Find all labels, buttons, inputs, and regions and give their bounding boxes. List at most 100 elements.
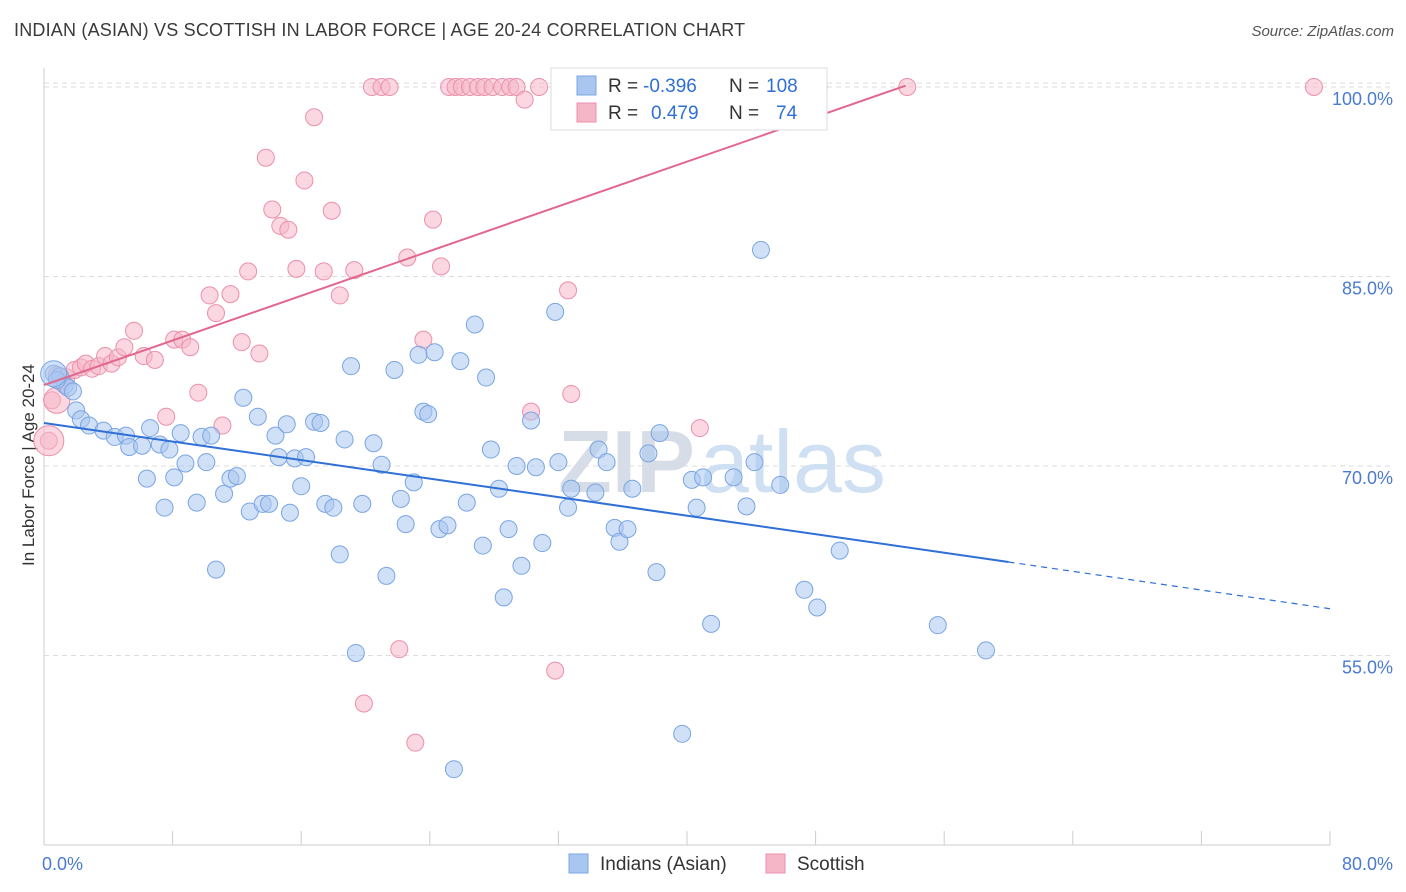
legend-bottom-swatch-scottish <box>765 853 786 874</box>
indians-asian-point-44 <box>330 545 349 564</box>
x-tick-label-min: 0.0% <box>42 854 83 874</box>
y-tick-label-2: 85.0% <box>1342 278 1393 298</box>
scottish-point-23 <box>207 304 226 323</box>
indians-asian-point-79 <box>559 498 578 517</box>
indians-asian-point-51 <box>377 566 396 585</box>
indians-asian-trend-extension <box>1008 561 1331 610</box>
scottish-point-33 <box>287 259 306 278</box>
indians-asian-point-20 <box>187 493 206 512</box>
watermark-zip: ZIP <box>558 412 695 511</box>
indians-asian-point-43 <box>324 498 343 517</box>
indians-asian-point-96 <box>724 468 743 487</box>
indians-asian-point-50 <box>372 455 391 474</box>
indians-asian-point-82 <box>589 440 608 459</box>
indians-asian-point-53 <box>391 489 410 508</box>
legend-swatch-pink <box>576 102 597 123</box>
grid-lines <box>44 82 1393 656</box>
indians-asian-point-68 <box>481 440 500 459</box>
indians-asian-point-102 <box>808 598 827 617</box>
scottish-point-43 <box>380 77 399 96</box>
scottish-point-28 <box>250 344 269 363</box>
indians-asian-point-105 <box>976 641 995 660</box>
indians-asian-point-73 <box>512 556 531 575</box>
scottish-point-20 <box>181 338 200 357</box>
legend-bottom: Indians (Asian) Scottish <box>568 853 865 875</box>
indians-asian-point-104 <box>928 616 947 635</box>
indians-asian-point-38 <box>292 477 311 496</box>
indians-asian-point-52 <box>385 360 404 379</box>
scottish-point-72 <box>898 77 917 96</box>
indians-asian-point-58 <box>419 405 438 424</box>
indians-asian-trend-line <box>43 422 1009 563</box>
indians-asian-point-19 <box>176 454 195 473</box>
indians-asian-point-55 <box>404 473 423 492</box>
scottish-point-29 <box>256 148 275 167</box>
y-axis-title: In Labor Force | Age 20-24 <box>19 364 38 566</box>
indians-asian-point-81 <box>586 483 605 502</box>
scottish-point-37 <box>322 201 341 220</box>
indians-asian-point-39 <box>297 448 316 467</box>
indians-asian-point-16 <box>160 440 179 459</box>
scottish-point-60 <box>515 90 534 109</box>
scottish-point-62 <box>530 77 549 96</box>
indians-asian-point-93 <box>687 498 706 517</box>
scottish-point-34 <box>295 171 314 190</box>
scottish-cluster-1 <box>33 425 65 457</box>
legend-r-value-pink: 0.479 <box>651 103 699 124</box>
scottish-point-65 <box>562 384 581 403</box>
legend-n-value-blue: 108 <box>766 76 798 97</box>
scottish-trend-line <box>43 84 906 387</box>
indians-asian-point-71 <box>499 520 518 539</box>
indians-asian-point-77 <box>546 302 565 321</box>
indians-asian-point-59 <box>425 343 444 362</box>
legend-bottom-label-indians: Indians (Asian) <box>600 854 727 875</box>
indians-asian-point-48 <box>353 494 372 513</box>
indians-asian-point-49 <box>364 434 383 453</box>
scottish-point-36 <box>314 262 333 281</box>
indians-asian-point-90 <box>650 424 669 443</box>
legend-n-label-blue: N = <box>729 76 759 97</box>
indians-asian-point-85 <box>610 532 629 551</box>
indians-asian-point-28 <box>234 388 253 407</box>
indians-asian-point-63 <box>451 352 470 371</box>
indians-asian-point-65 <box>465 315 484 334</box>
y-tick-labels: 55.0% 70.0% 85.0% 100.0% <box>1332 89 1393 678</box>
indians-asian-point-18 <box>171 424 190 443</box>
axes <box>43 68 1331 846</box>
indians-asian-point-36 <box>280 503 299 522</box>
scottish-point-39 <box>345 261 364 280</box>
indians-asian-point-41 <box>311 414 330 433</box>
indians-asian-point-74 <box>522 411 541 430</box>
indians-asian-point-67 <box>477 368 496 387</box>
indians-asian-point-25 <box>215 484 234 503</box>
legend-r-label-pink: R = <box>608 103 638 124</box>
scottish-point-38 <box>330 286 349 305</box>
scottish-point-32 <box>279 220 298 239</box>
legend-bottom-swatch-indians <box>568 853 589 874</box>
indians-asian-point-100 <box>771 475 790 494</box>
indians-asian-point-11 <box>133 436 152 455</box>
indians-asian-point-86 <box>618 520 637 539</box>
source-label: Source: ZipAtlas.com <box>1251 23 1394 40</box>
indians-asian-point-46 <box>342 357 361 376</box>
indians-asian-point-80 <box>562 479 581 498</box>
legend-n-value-pink: 74 <box>776 103 798 124</box>
scottish-point-21 <box>189 383 208 402</box>
indians-asian-point-75 <box>526 458 545 477</box>
scottish-point-16 <box>145 350 164 369</box>
scottish-point-44 <box>390 640 409 659</box>
indians-asian-point-70 <box>494 588 513 607</box>
indians-asian-point-103 <box>830 541 849 560</box>
scottish-point-35 <box>305 108 324 127</box>
chart-title: INDIAN (ASIAN) VS SCOTTISH IN LABOR FORC… <box>14 20 746 40</box>
indians-asian-point-78 <box>549 453 568 472</box>
scottish-point-48 <box>424 210 443 229</box>
scottish-point-14 <box>125 321 144 340</box>
indians-asian-point-56 <box>409 345 428 364</box>
scottish-point-46 <box>406 733 425 752</box>
indians-asian-point-62 <box>444 760 463 779</box>
indians-asian-point-61 <box>438 516 457 535</box>
indians-asian-point-27 <box>227 467 246 486</box>
indians-asian-point-35 <box>277 415 296 434</box>
legend-top-box <box>550 67 828 131</box>
